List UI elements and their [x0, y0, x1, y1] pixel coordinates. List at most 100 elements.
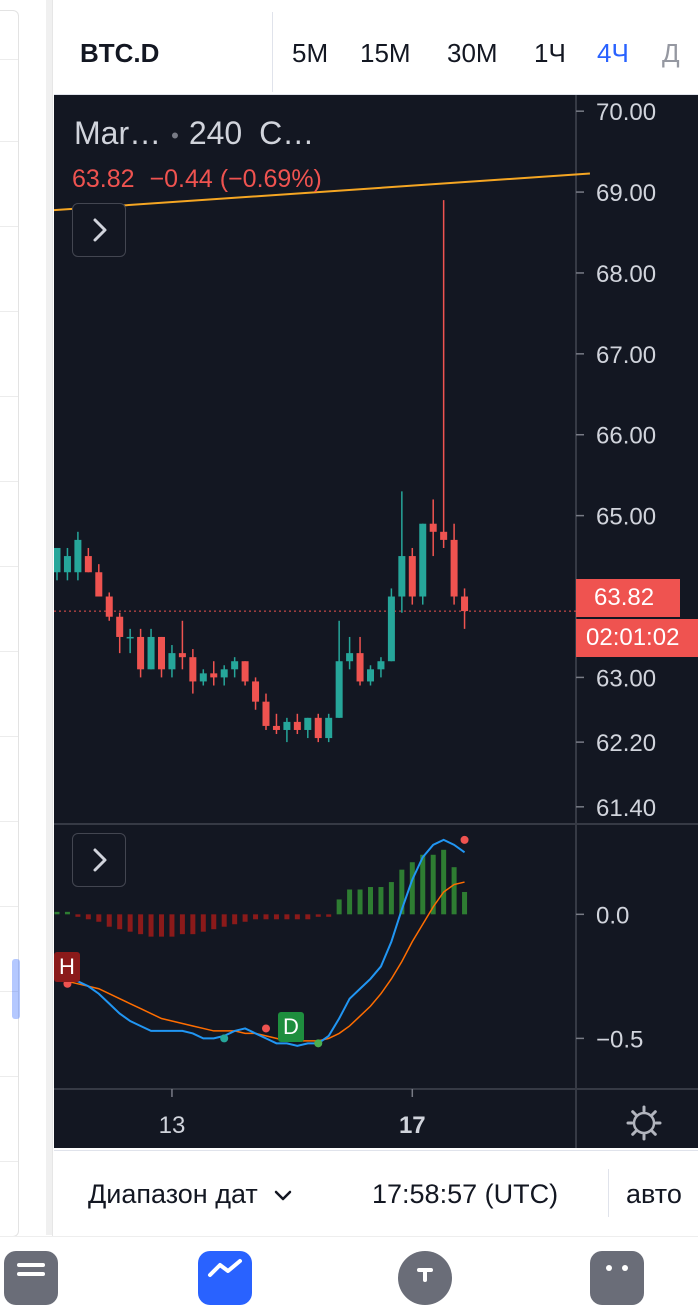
candle-body — [293, 721, 301, 730]
macd-cross-marker — [220, 1034, 229, 1043]
candle — [419, 523, 427, 605]
trendline-layer — [54, 172, 591, 612]
ideas-icon[interactable] — [398, 1251, 452, 1305]
candle-body — [220, 669, 228, 678]
collapsed-watchlist-panel[interactable] — [0, 10, 20, 1237]
candle-body — [335, 661, 343, 718]
candle — [241, 661, 249, 686]
candle-body — [137, 636, 145, 670]
macd-histogram-bar — [273, 914, 279, 920]
macd-histogram-bar — [420, 854, 426, 915]
macd-signal-badge-d: D — [278, 1012, 304, 1042]
candle-body — [272, 725, 280, 730]
candle-body — [231, 661, 239, 670]
candle — [158, 636, 165, 678]
macd-histogram-bar — [148, 914, 154, 937]
timeframe-5m[interactable]: 5M — [292, 38, 329, 68]
macd-histogram-bar — [221, 914, 227, 927]
macd-histogram-bar — [232, 914, 238, 925]
candle — [147, 628, 155, 670]
legend-title[interactable]: Mar… • 240 C… — [74, 115, 314, 152]
candle-body — [387, 596, 395, 662]
watchlist-row-divider — [0, 1076, 18, 1077]
candle-body — [54, 547, 61, 573]
macd-histogram-bar — [75, 914, 81, 917]
menu-icon[interactable] — [4, 1251, 58, 1305]
watchlist-row-divider — [0, 736, 18, 737]
macd-histogram-bar — [179, 914, 185, 935]
candle — [262, 693, 270, 730]
chevron-down-icon — [275, 1190, 292, 1201]
macd-histogram-bar — [190, 914, 196, 935]
candle-body — [346, 653, 354, 662]
macd-histogram-bar — [127, 914, 133, 932]
price-tick-label: 66.00 — [596, 423, 656, 450]
candle-body — [105, 596, 113, 617]
timeframe-1h[interactable]: 1Ч — [534, 38, 566, 68]
macd-histogram-bar — [462, 891, 468, 915]
watchlist-row-divider — [0, 991, 18, 992]
candles-layer — [54, 200, 469, 743]
candle — [168, 645, 176, 678]
macd-histogram-bar — [409, 862, 415, 915]
watchlist-row-divider — [0, 906, 18, 907]
chart-tab-icon[interactable] — [198, 1251, 252, 1305]
timeframe-30m[interactable]: 30M — [447, 38, 498, 68]
macd-histogram-bar — [284, 914, 290, 920]
macd-histogram-bar — [64, 911, 70, 915]
candle — [210, 661, 218, 686]
candle-body — [63, 556, 71, 573]
timeframe-day[interactable]: Д — [662, 38, 680, 68]
chevron-right-icon — [93, 218, 107, 242]
watchlist-row-divider — [0, 566, 18, 567]
panel-resize-handle[interactable] — [46, 0, 52, 1235]
candle — [408, 547, 416, 605]
symbol-name[interactable]: BTC.D — [80, 38, 160, 68]
macd-histogram-bar — [54, 911, 60, 915]
watchlist-row-divider — [0, 226, 18, 227]
macd-histogram-bar — [85, 914, 91, 920]
watchlist-row-divider — [0, 651, 18, 652]
candle-body — [367, 669, 374, 682]
macd-histogram-bar — [263, 914, 269, 920]
candle — [189, 649, 197, 694]
macd-signal-line — [56, 881, 465, 1042]
candle-body — [314, 717, 322, 739]
timeframe-15m[interactable]: 15M — [360, 38, 411, 68]
candle — [199, 669, 207, 686]
scroll-indicator[interactable] — [12, 959, 20, 1019]
macd-histogram-bar — [326, 914, 332, 917]
time-tick-label: 17 — [399, 1112, 426, 1139]
price-tick-label: 69.00 — [596, 180, 656, 207]
candle-body — [126, 636, 134, 639]
price-axis: 70.0069.0068.0067.0066.0065.0064.0063.00… — [576, 99, 656, 1053]
macd-cross-marker — [460, 835, 469, 844]
utc-clock[interactable]: 17:58:57 (UTC) — [372, 1179, 559, 1209]
expand-indicator-legend-button[interactable] — [72, 833, 126, 887]
candle-body — [189, 657, 197, 682]
macd-histogram-bar — [294, 914, 300, 920]
watchlist-row-divider — [0, 59, 18, 60]
chart-area[interactable]: 70.0069.0068.0067.0066.0065.0064.0063.00… — [54, 95, 698, 1148]
price-tick-label: 68.00 — [596, 261, 656, 288]
candle — [429, 499, 437, 557]
candle — [116, 612, 124, 654]
watchlist-row-divider — [0, 311, 18, 312]
settings-gear-icon[interactable] — [624, 1103, 664, 1143]
timeframe-4h[interactable]: 4Ч — [597, 38, 629, 68]
macd-histogram-bar — [388, 882, 394, 915]
chart-canvas[interactable]: 70.0069.0068.0067.0066.0065.0064.0063.00… — [54, 95, 698, 1148]
auto-scale-button[interactable]: авто — [626, 1179, 682, 1209]
candle — [461, 588, 469, 629]
expand-legend-button[interactable] — [72, 203, 126, 257]
date-range-button[interactable]: Диапазон дат — [88, 1179, 293, 1210]
candle — [440, 200, 448, 548]
more-apps-icon[interactable] — [590, 1251, 644, 1305]
watchlist-row-divider — [0, 821, 18, 822]
candle-body — [95, 572, 103, 597]
candle-body — [408, 556, 416, 597]
candle — [272, 713, 280, 735]
macd-histogram-bar — [169, 914, 175, 937]
macd-histogram-bar — [378, 887, 384, 915]
macd-cross-marker — [262, 1024, 270, 1033]
